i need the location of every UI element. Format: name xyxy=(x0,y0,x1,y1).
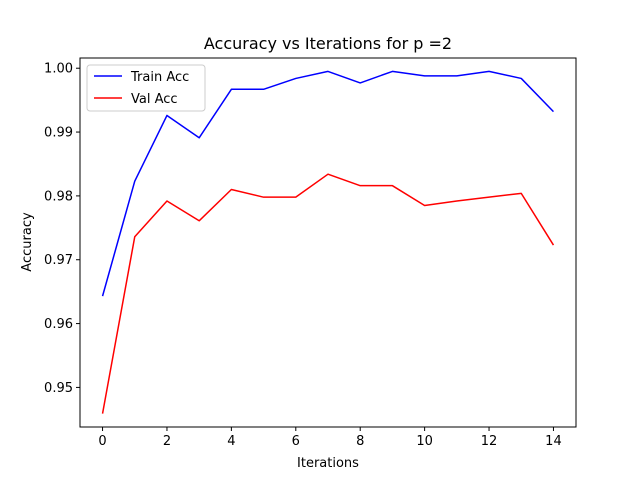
legend-label-train-acc: Train Acc xyxy=(130,70,189,85)
legend: Train Acc Val Acc xyxy=(86,64,206,112)
y-tick-label: 0.97 xyxy=(44,253,73,268)
y-tick-label: 1.00 xyxy=(44,62,73,77)
legend-label-val-acc: Val Acc xyxy=(131,92,178,107)
y-tick-label: 0.99 xyxy=(44,126,73,141)
y-tick-label: 0.95 xyxy=(44,381,73,396)
x-tick-label: 14 xyxy=(545,434,562,449)
series-line-val-acc xyxy=(101,173,555,414)
x-tick-label: 12 xyxy=(481,434,498,449)
y-tick-label: 0.96 xyxy=(44,317,73,332)
x-tick-label: 10 xyxy=(416,434,433,449)
x-tick-label: 0 xyxy=(98,434,106,449)
x-tick-label: 8 xyxy=(356,434,364,449)
series-line-train-acc xyxy=(101,70,554,297)
plot-area-frame xyxy=(79,57,577,428)
chart-title: Accuracy vs Iterations for p =2 xyxy=(204,34,452,53)
x-tick-label: 6 xyxy=(292,434,300,449)
y-tick-label: 0.98 xyxy=(44,189,73,204)
x-tick-label: 2 xyxy=(163,434,171,449)
y-axis-ticks: 0.95 0.96 0.97 0.98 0.99 1.00 xyxy=(44,62,80,396)
plot-lines xyxy=(101,70,555,414)
y-axis-label: Accuracy xyxy=(20,212,35,272)
x-tick-label: 4 xyxy=(227,434,235,449)
x-axis-label: Iterations xyxy=(297,456,359,471)
x-axis-ticks: 0 2 4 6 8 10 12 14 xyxy=(98,427,562,449)
